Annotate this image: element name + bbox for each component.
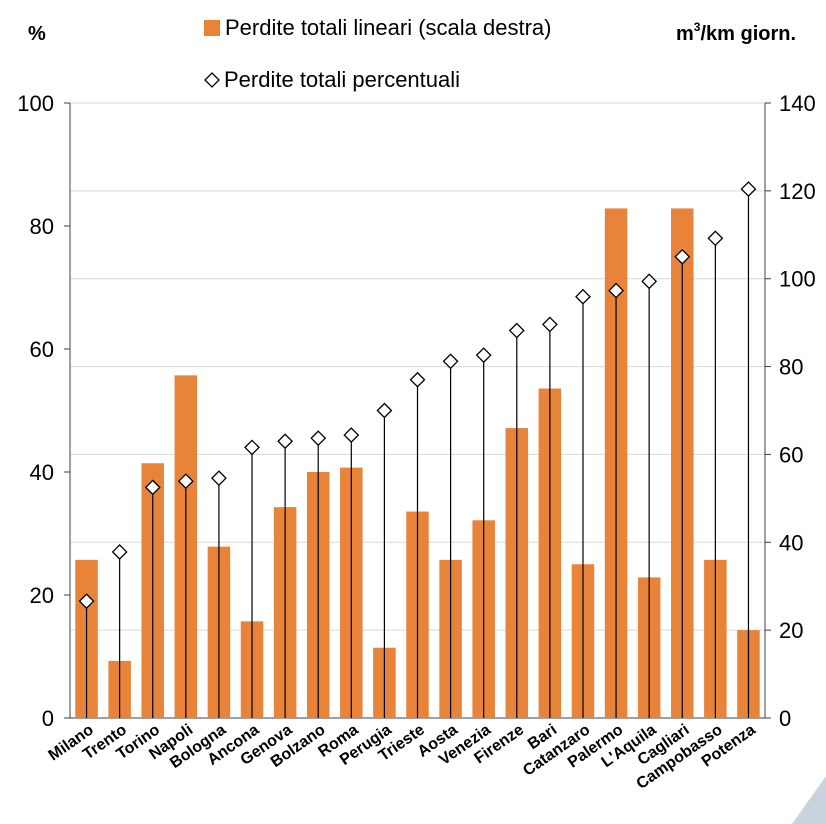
data-point [144,479,161,496]
left-tick-label: 0 [42,706,54,731]
data-point [674,248,691,265]
right-tick-label: 20 [779,618,803,643]
left-tick-label: 100 [17,91,54,116]
left-tick-label: 80 [30,214,54,239]
data-point [541,316,558,333]
data-point [608,282,624,299]
axes: 0 20 40 60 80 100 0 20 40 60 80 100 120 140 [17,91,815,731]
left-tick-label: 40 [30,460,54,485]
data-point [310,430,327,447]
data-point [244,439,260,456]
category-labels: MilanoTrentoTorinoNapoliBolognaAnconaGen… [46,721,759,793]
drop-lines [85,189,750,718]
right-tick-label: 80 [779,355,803,380]
legend-diamond-icon [204,72,220,88]
data-point [409,371,426,388]
data-point [641,273,658,290]
right-tick-label: 120 [779,179,816,204]
right-tick-label: 0 [779,706,791,731]
left-tick-label: 60 [30,337,54,362]
marker-series [78,181,757,610]
legend: Perdite totali lineari (scala destra) Pe… [204,15,551,92]
data-point [376,402,393,419]
right-tick-label: 60 [779,442,803,467]
data-point [78,593,95,610]
right-tick-label: 100 [779,267,816,292]
data-point [442,353,459,370]
data-point [211,470,227,487]
data-point [177,473,194,490]
right-tick-label: 140 [779,91,816,116]
data-point [475,347,492,364]
data-point [575,288,591,305]
data-point [508,322,525,339]
data-point [111,544,128,560]
right-axis-unit: m3/km giorn. [676,20,796,45]
page-corner-shape [792,776,826,824]
data-point [277,433,294,450]
left-axis-unit: % [28,23,46,45]
legend-bar-label: Perdite totali lineari (scala destra) [225,15,551,40]
data-point [343,427,360,444]
legend-marker-label: Perdite totali percentuali [224,67,460,92]
left-tick-label: 20 [30,583,54,608]
data-point [707,230,724,247]
right-tick-label: 40 [779,530,803,555]
legend-bar-swatch [204,20,220,36]
data-point [740,181,757,198]
